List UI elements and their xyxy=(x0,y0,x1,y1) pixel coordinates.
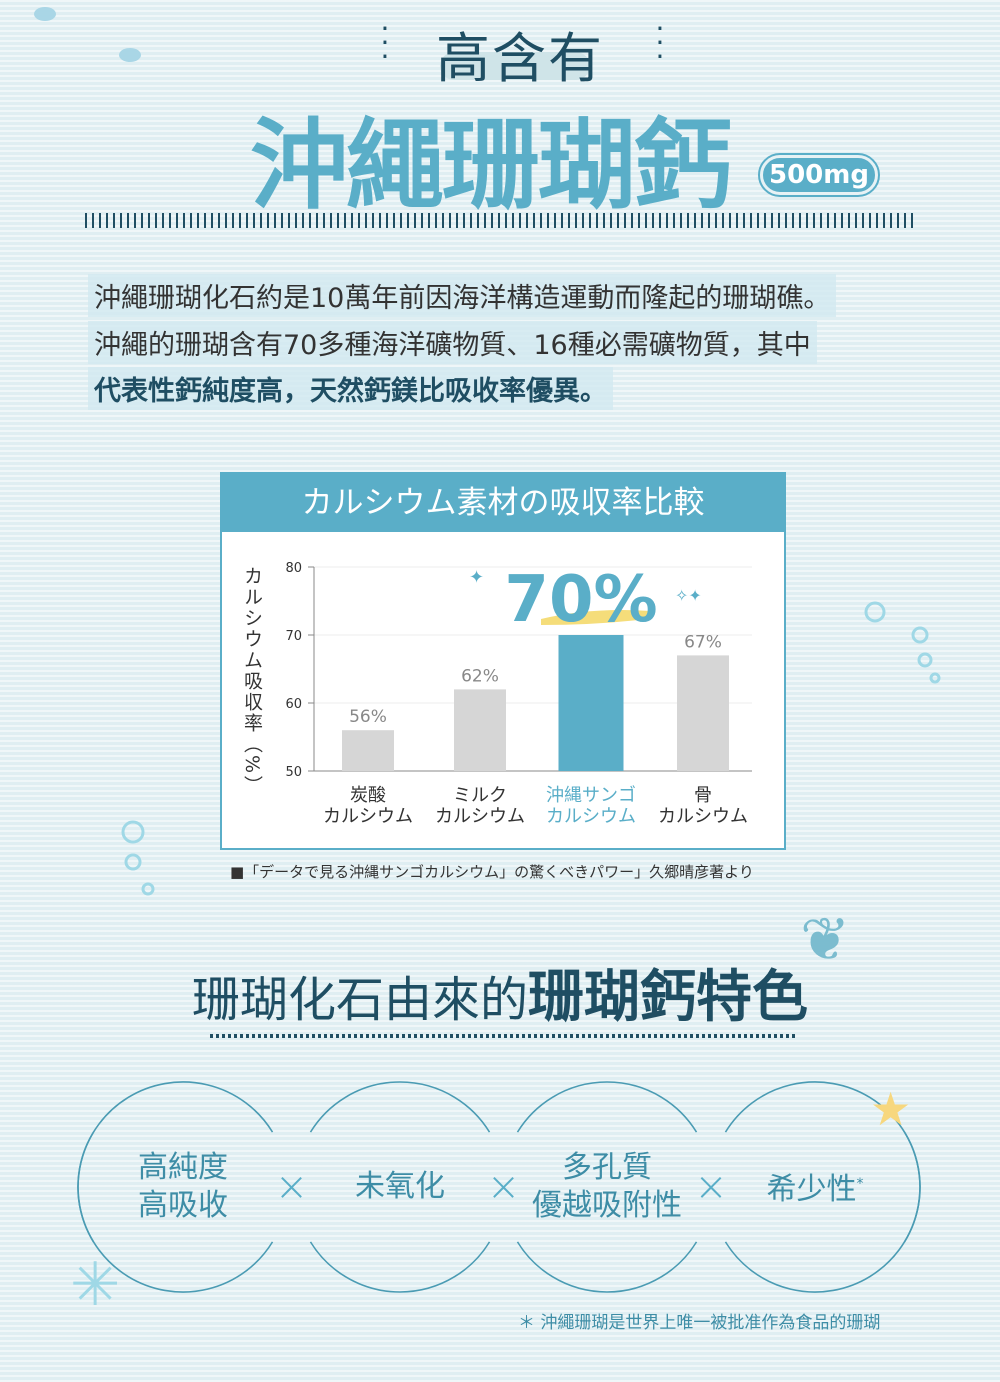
x-tick-label: カルシウム xyxy=(323,806,413,827)
footnote-mark: * xyxy=(856,1176,864,1192)
y-tick-label: 70 xyxy=(285,629,302,644)
x-tick-label: ミルク xyxy=(453,785,507,806)
page-title: 沖繩珊瑚鈣 xyxy=(250,109,732,223)
feature-label: 高吸收 xyxy=(138,1188,228,1223)
bubble-icon xyxy=(141,882,155,896)
circle-arc xyxy=(724,1081,921,1243)
feature-item: 希少性* xyxy=(767,1165,864,1209)
bubble-icon xyxy=(121,820,145,844)
tick-divider xyxy=(85,213,915,228)
feature-item: 未氧化 xyxy=(355,1168,445,1206)
circle-arc xyxy=(309,1241,491,1293)
feature-label: 優越吸附性 xyxy=(532,1188,682,1223)
intro-line: 沖繩的珊瑚含有70多種海洋礦物質、16種必需礦物質，其中 xyxy=(88,321,817,364)
feature-item: 高純度 高吸收 xyxy=(138,1149,228,1225)
intro-line: 沖繩珊瑚化石約是10萬年前因海洋構造運動而隆起的珊瑚礁。 xyxy=(88,274,837,317)
x-tick-label: カルシウム xyxy=(658,806,748,827)
coral-icon: ✳ xyxy=(70,1250,120,1320)
feature-label: 希少性 xyxy=(766,1172,857,1207)
data-label: 56% xyxy=(349,707,387,727)
fish-icon xyxy=(119,48,141,62)
y-tick-label: 60 xyxy=(285,697,302,712)
dots-decoration: · · · xyxy=(655,12,665,73)
x-tick-label: 沖縄サンゴ xyxy=(546,785,636,806)
highlight-underline xyxy=(541,610,651,625)
bubble-icon xyxy=(911,626,929,644)
fish-icon xyxy=(34,7,56,21)
y-tick-label: 80 xyxy=(285,561,302,576)
subtitle: 高含有 xyxy=(436,27,604,90)
feature-label: 未氧化 xyxy=(355,1169,445,1204)
y-axis-label: カルシウム吸収率（%） xyxy=(241,566,263,796)
bar xyxy=(677,655,729,771)
circle-arc xyxy=(516,1241,698,1293)
intro-line-highlight: 代表性鈣純度高，天然鈣鎂比吸收率優異。 xyxy=(88,367,613,410)
bar xyxy=(454,689,506,771)
times-separator: × xyxy=(274,1164,309,1210)
section-title-normal: 珊瑚化石由來的 xyxy=(191,972,528,1028)
x-tick-label: カルシウム xyxy=(435,806,525,827)
dotted-divider xyxy=(210,1034,795,1038)
data-label: 62% xyxy=(461,666,499,686)
starfish-icon: ★ xyxy=(870,1082,911,1136)
chart-title: カルシウム素材の吸収率比較 xyxy=(222,474,784,532)
bubble-icon xyxy=(124,853,142,871)
footnote: ＊ 沖繩珊瑚是世界上唯一被批准作為食品的珊瑚 xyxy=(518,1313,881,1333)
sparkle-icon: ✧✦ xyxy=(675,586,702,605)
subtitle-highlight xyxy=(440,52,590,80)
circle-arc xyxy=(516,1081,698,1133)
dosage-badge: 500mg xyxy=(758,153,880,197)
times-separator: × xyxy=(486,1164,521,1210)
source-citation: ■「データで見る沖縄サンゴカルシウム」の驚くべきパワー」久郷晴彦著より xyxy=(230,863,754,881)
circle-arc xyxy=(724,1131,921,1293)
data-label: 67% xyxy=(684,632,722,652)
feature-label: 多孔質 xyxy=(562,1150,652,1185)
bubble-icon xyxy=(917,652,933,668)
bubble-icon xyxy=(929,672,941,684)
dots-decoration: · · · xyxy=(380,12,390,73)
circle-arc xyxy=(77,1081,274,1243)
bar xyxy=(558,635,624,771)
data-label: 70% xyxy=(504,563,657,637)
bubble-icon xyxy=(864,601,886,623)
y-tick-label: 50 xyxy=(285,765,302,780)
section-title-bold: 珊瑚鈣特色 xyxy=(528,965,808,1030)
feature-item: 多孔質 優越吸附性 xyxy=(532,1149,682,1225)
x-tick-label: 骨 xyxy=(694,785,712,806)
absorption-chart: カルシウム素材の吸収率比較 50 60 70 80 カルシウム吸収率（%） 56% 炭酸 カル… xyxy=(220,472,786,850)
x-tick-label: 炭酸 xyxy=(350,785,386,806)
times-separator: × xyxy=(694,1164,728,1210)
sparkle-icon: ✦ xyxy=(469,567,484,588)
section-title: 珊瑚化石由來的珊瑚鈣特色 xyxy=(0,952,1000,1033)
circle-arc xyxy=(309,1081,491,1133)
x-tick-label: カルシウム xyxy=(546,806,636,827)
feature-label: 高純度 xyxy=(138,1150,228,1185)
coral-branch-icon: ❦ xyxy=(800,905,850,975)
bar xyxy=(342,730,394,771)
